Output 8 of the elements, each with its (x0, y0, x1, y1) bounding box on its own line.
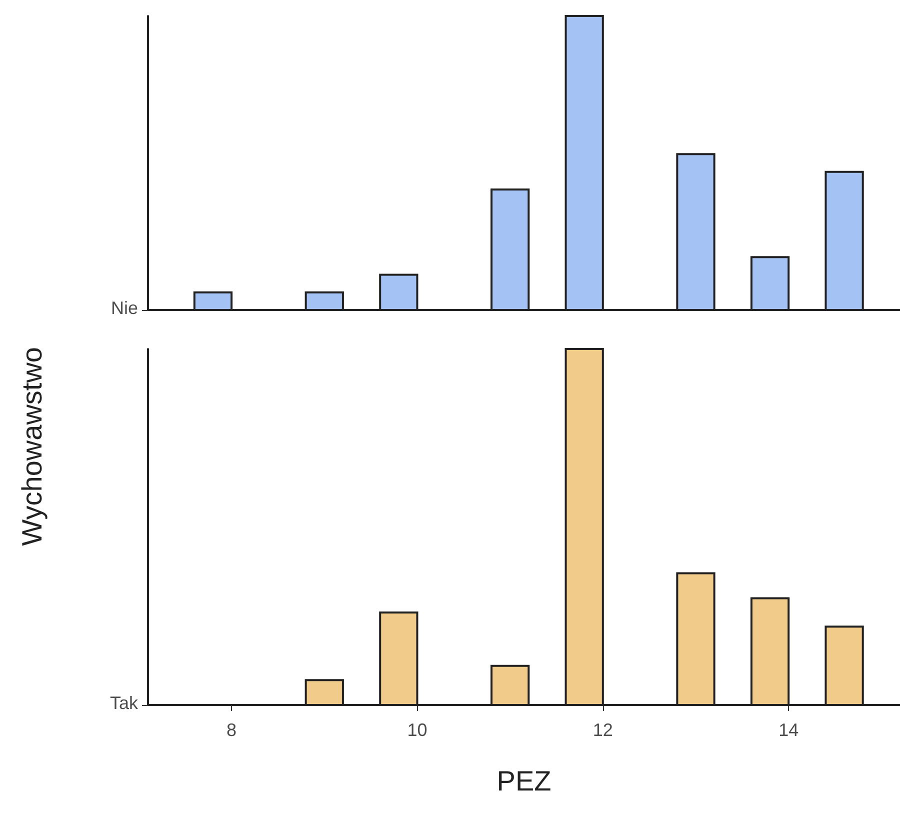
x-tick-label: 12 (592, 720, 613, 740)
text: Nie (110, 298, 138, 318)
y-axis-title: Wychowawstwo (16, 346, 48, 546)
x-tick-label: 8 (226, 720, 237, 740)
text: Tak (110, 693, 139, 713)
x-axis-title: PEZ (496, 766, 552, 796)
x-tick-label: 10 (407, 720, 428, 740)
x-tick-label: 14 (778, 720, 799, 740)
